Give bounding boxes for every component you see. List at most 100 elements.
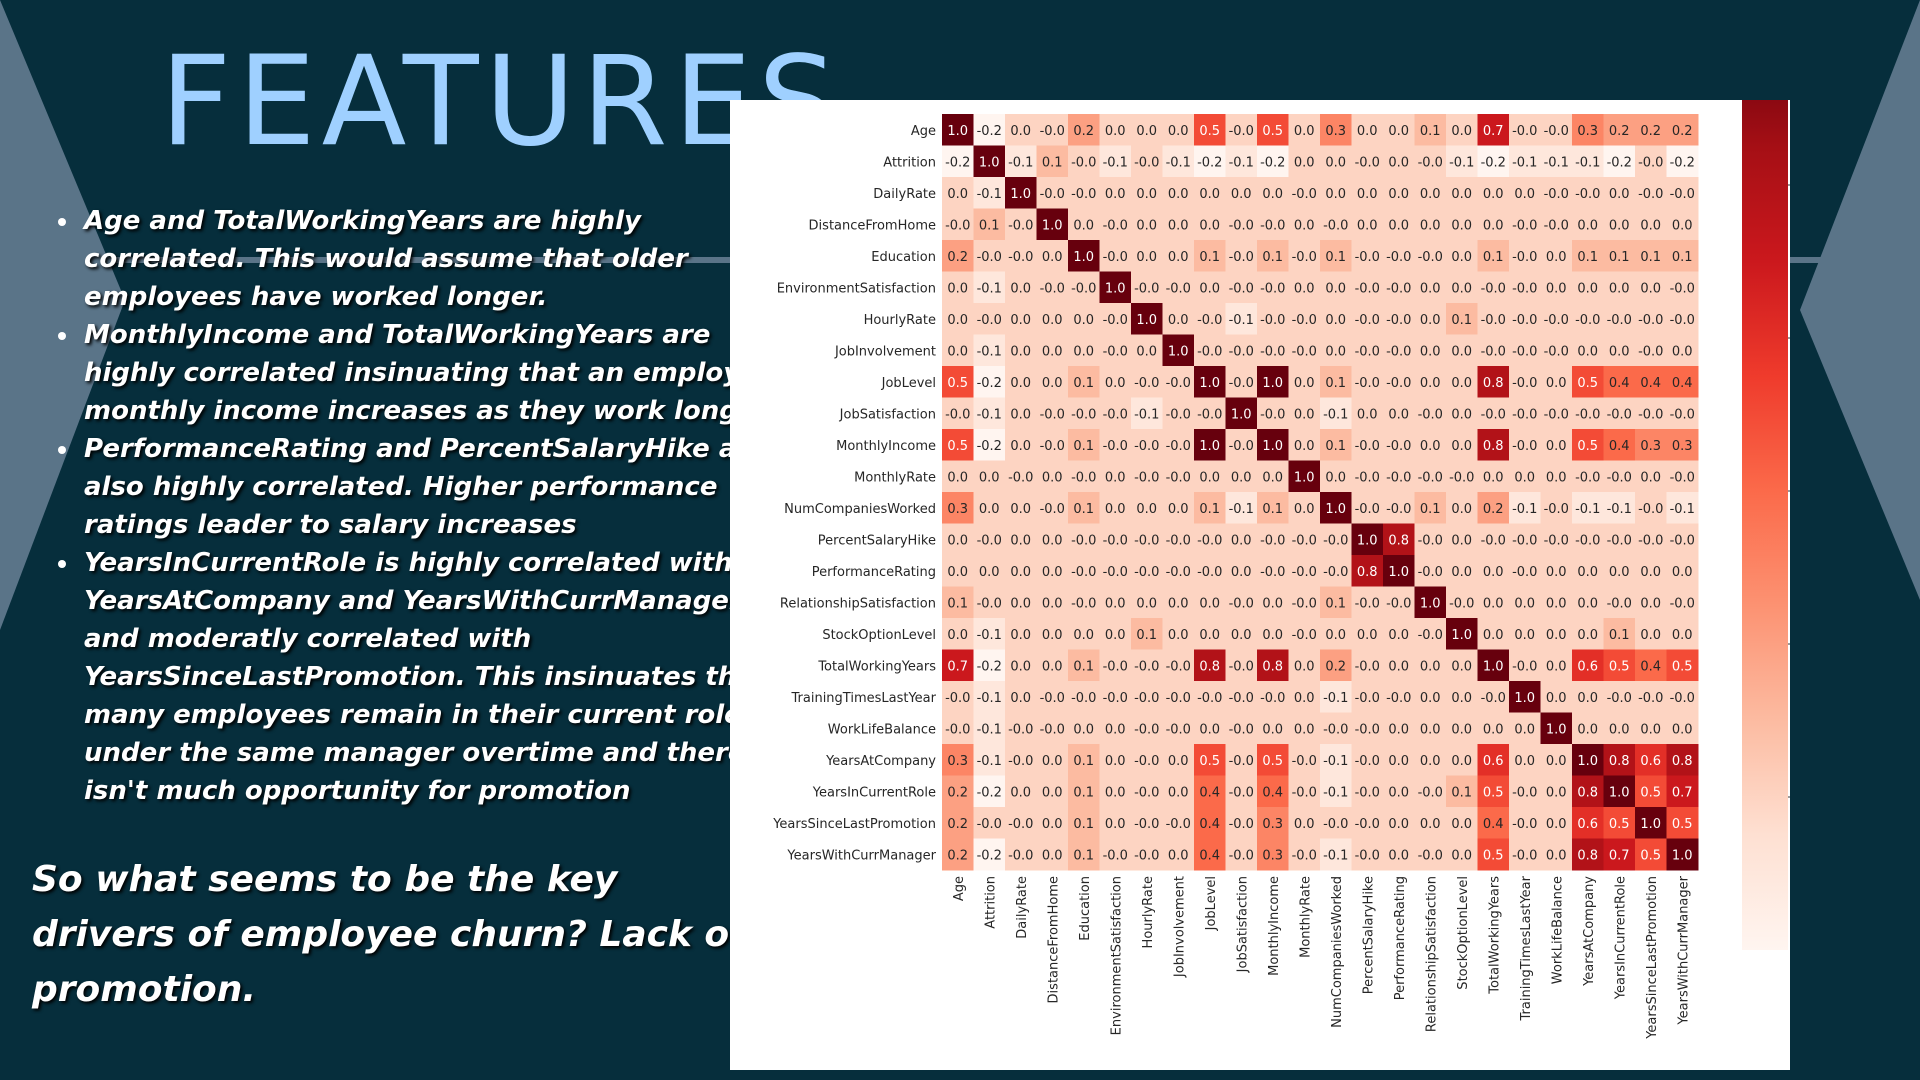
heatmap-cell (1162, 271, 1195, 304)
heatmap-cell-label: 0.0 (1420, 691, 1441, 706)
heatmap-cell-label: 0.1 (979, 218, 1000, 233)
heatmap-cell-label: -0.0 (1670, 407, 1695, 422)
x-tick-label: HourlyRate (1141, 876, 1156, 948)
heatmap-cell (1225, 523, 1258, 556)
heatmap-cell (1225, 712, 1258, 745)
heatmap-cell (1509, 271, 1541, 304)
heatmap-cell (1288, 114, 1321, 146)
heatmap-cell-label: -0.0 (1418, 155, 1443, 170)
x-tick-label: YearsInCurrentRole (1613, 876, 1628, 1000)
heatmap-cell-label: 1.0 (1294, 470, 1315, 485)
heatmap-cell (1603, 271, 1636, 304)
heatmap-cell-label: -0.0 (1386, 376, 1411, 391)
heatmap-cell (1603, 775, 1636, 808)
heatmap-cell-label: -0.0 (1103, 344, 1128, 359)
heatmap-cell (1036, 586, 1069, 619)
heatmap-cell (1414, 555, 1447, 587)
heatmap-cell-label: -0.0 (1103, 218, 1128, 233)
heatmap-cell-label: -0.0 (1260, 344, 1285, 359)
heatmap-cell (1603, 366, 1636, 398)
heatmap-cell-label: 0.8 (1262, 659, 1283, 674)
heatmap-cell (1477, 240, 1510, 272)
heatmap-cell-label: 0.2 (947, 250, 968, 265)
heatmap-cell-label: 0.0 (1168, 628, 1189, 643)
heatmap-cell (1225, 649, 1258, 682)
heatmap-cell-label: 0.5 (1672, 659, 1693, 674)
heatmap-cell (973, 618, 1006, 650)
heatmap-cell-label: -0.0 (977, 313, 1002, 328)
heatmap-cell (1257, 586, 1289, 619)
heatmap-cell-label: 0.0 (1168, 502, 1189, 517)
heatmap-cell (1446, 240, 1478, 272)
heatmap-cell-label: 0.0 (1042, 754, 1063, 769)
heatmap-cell (1036, 712, 1069, 745)
heatmap-cell (1320, 334, 1352, 367)
heatmap-cell-label: -0.1 (1008, 155, 1033, 170)
heatmap-cell-label: 0.0 (1546, 785, 1567, 800)
heatmap-cell-label: 0.0 (1136, 187, 1157, 202)
heatmap-cell-label: -0.0 (1134, 691, 1159, 706)
heatmap-cell-label: -0.0 (1040, 502, 1065, 517)
heatmap-cell (1446, 303, 1478, 335)
heatmap-cell (1603, 240, 1636, 272)
heatmap-cell (1288, 366, 1321, 398)
heatmap-cell-label: 0.0 (1042, 659, 1063, 674)
heatmap-cell-label: 1.0 (1010, 187, 1031, 202)
heatmap-cell (1446, 838, 1478, 871)
heatmap-cell (1257, 775, 1289, 808)
heatmap-cell-label: 0.0 (1640, 470, 1661, 485)
heatmap-cell-label: -0.0 (1229, 218, 1254, 233)
heatmap-cell-label: -0.0 (1040, 187, 1065, 202)
heatmap-cell-label: 0.0 (1357, 218, 1378, 233)
heatmap-cell (1635, 366, 1667, 398)
heatmap-cell-label: 1.0 (1136, 313, 1157, 328)
heatmap-cell (1036, 429, 1069, 461)
heatmap-cell (1320, 586, 1352, 619)
heatmap-cell-label: 0.5 (1577, 376, 1598, 391)
heatmap-cell-label: -0.0 (1260, 281, 1285, 296)
heatmap-cell (1635, 460, 1667, 493)
heatmap-cell (1540, 586, 1573, 619)
heatmap-cell-label: -0.0 (1544, 313, 1569, 328)
heatmap-cell (1257, 807, 1289, 839)
heatmap-cell (1603, 712, 1636, 745)
heatmap-cell (1477, 145, 1510, 178)
heatmap-cell-label: -0.1 (1103, 155, 1128, 170)
heatmap-cell-label: -0.0 (1512, 218, 1537, 233)
heatmap-cell-label: 0.7 (947, 659, 968, 674)
heatmap-cell (1351, 429, 1384, 461)
heatmap-cell (1068, 555, 1100, 587)
heatmap-cell (1603, 523, 1636, 556)
heatmap-cell-label: 0.0 (1073, 722, 1094, 737)
heatmap-cell (1257, 460, 1289, 493)
heatmap-cell (1036, 177, 1069, 209)
heatmap-cell (1099, 523, 1132, 556)
heatmap-cell (1477, 114, 1510, 146)
heatmap-cell (1257, 649, 1289, 682)
heatmap-cell (1225, 145, 1258, 178)
heatmap-cell-label: -0.1 (977, 281, 1002, 296)
heatmap-cell-label: -0.0 (1166, 817, 1191, 832)
heatmap-cell-label: 1.0 (1325, 502, 1346, 517)
heatmap-cell-label: 0.0 (1546, 376, 1567, 391)
heatmap-cell-label: 0.0 (1168, 785, 1189, 800)
heatmap-cell (1288, 397, 1321, 430)
heatmap-cell-label: -0.0 (1229, 281, 1254, 296)
heatmap-cell-label: -0.0 (1386, 250, 1411, 265)
heatmap-cell (1131, 492, 1163, 524)
heatmap-cell-label: -0.0 (1229, 659, 1254, 674)
y-tick-label: NumCompaniesWorked (784, 502, 936, 517)
heatmap-cell-label: 0.0 (1420, 722, 1441, 737)
heatmap-cell (1257, 271, 1289, 304)
heatmap-cell-label: 0.0 (947, 470, 968, 485)
heatmap-cell (1162, 177, 1195, 209)
heatmap-cell (1162, 145, 1195, 178)
heatmap-cell (942, 681, 974, 713)
heatmap-cell (1572, 744, 1604, 776)
heatmap-cell-label: 0.1 (1640, 250, 1661, 265)
heatmap-cell-label: 0.1 (1199, 502, 1220, 517)
heatmap-cell-label: -0.0 (1638, 155, 1663, 170)
heatmap-cell (942, 208, 974, 241)
heatmap-cell-label: 0.1 (1073, 754, 1094, 769)
heatmap-cell (1194, 712, 1226, 745)
